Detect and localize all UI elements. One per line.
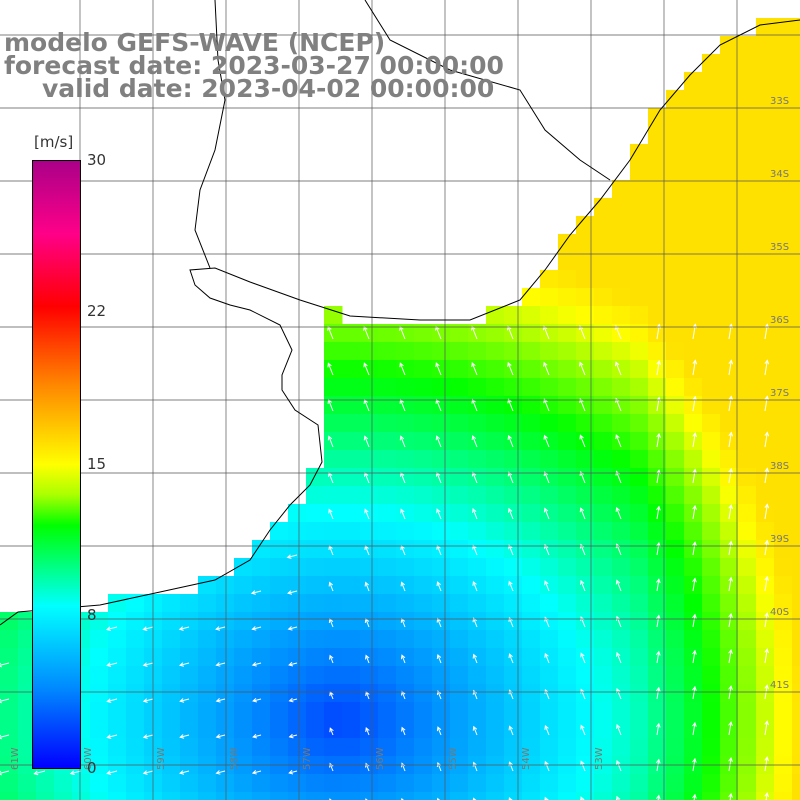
lon-label: 55W xyxy=(448,747,459,770)
colorbar-tick-15: 15 xyxy=(87,455,107,473)
colorbar-tick-22: 22 xyxy=(87,302,107,320)
lon-label: 54W xyxy=(521,747,532,770)
colorbar-tick-30: 30 xyxy=(87,151,107,169)
colorbar-unit: [m/s] xyxy=(34,133,74,151)
wind-speed-cells xyxy=(0,18,800,800)
lon-label: 59W xyxy=(156,747,167,770)
lat-label: 35S xyxy=(770,242,789,253)
lat-label: 33S xyxy=(770,96,789,107)
coastline xyxy=(0,19,800,626)
lon-label: 61W xyxy=(10,747,21,770)
lat-label: 38S xyxy=(770,461,789,472)
border-line xyxy=(364,0,611,181)
river-line xyxy=(194,0,226,269)
map-title-valid-date: valid date: 2023-04-02 00:00:00 xyxy=(42,74,495,103)
lon-label: 60W xyxy=(83,747,94,770)
colorbar-tick-0: 0 xyxy=(87,759,97,777)
map-title-forecast-date: forecast date: 2023-03-27 00:00:00 xyxy=(4,51,504,80)
lat-label: 36S xyxy=(770,315,789,326)
colorbar xyxy=(32,160,81,769)
colorbar-tick-8: 8 xyxy=(87,606,97,624)
lat-label: 37S xyxy=(770,388,789,399)
lat-label: 41S xyxy=(770,680,789,691)
lat-label: 40S xyxy=(770,607,789,618)
lon-label: 56W xyxy=(375,747,386,770)
lon-label: 57W xyxy=(302,747,313,770)
lon-label: 58W xyxy=(229,747,240,770)
map-title-model: modelo GEFS-WAVE (NCEP) xyxy=(4,28,386,57)
lat-label: 34S xyxy=(770,169,789,180)
lon-label: 53W xyxy=(594,747,605,770)
lat-label: 39S xyxy=(770,534,789,545)
